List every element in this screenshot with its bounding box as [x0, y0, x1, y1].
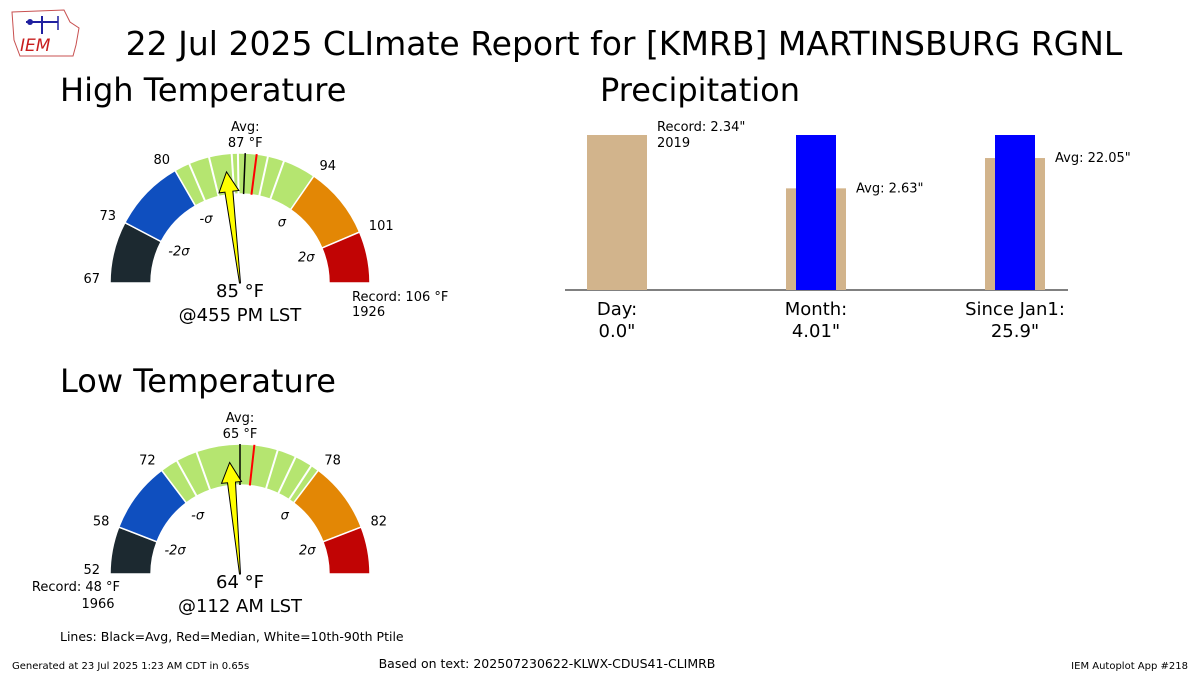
- precip-month-avg-label: Avg: 2.63": [856, 181, 924, 196]
- precip-category-value: 0.0": [599, 321, 636, 342]
- precip-category-label: Since Jan1:: [965, 299, 1065, 320]
- precip-category-value: 25.9": [991, 321, 1039, 342]
- precip-record-label: Record: 2.34": [657, 120, 745, 135]
- gauge-boundary-label: 78: [324, 453, 341, 468]
- gauge-segment: [320, 231, 371, 284]
- precip-obs-bar: [796, 135, 836, 290]
- high-temp-title: High Temperature: [60, 71, 346, 109]
- median-line: [250, 153, 258, 195]
- gauge-boundary-label: 80: [153, 153, 170, 168]
- iem-logo: IEM: [11, 9, 80, 57]
- observed-label: 85 °F: [216, 281, 264, 302]
- sigma-label: -2σ: [168, 244, 190, 259]
- precip-category-label: Day:: [597, 299, 637, 320]
- sigma-label: -σ: [200, 212, 214, 227]
- legend-note: Lines: Black=Avg, Red=Median, White=10th…: [60, 629, 404, 644]
- sigma-label: σ: [281, 508, 290, 523]
- report-title: 22 Jul 2025 CLImate Report for [KMRB] MA…: [126, 24, 1123, 63]
- observed-label: 64 °F: [216, 572, 264, 593]
- gauge-boundary-label: 82: [371, 514, 388, 529]
- avg-label: Avg:: [231, 120, 259, 135]
- precip-avg-bar: [587, 135, 647, 290]
- avg-value-label: 65 °F: [223, 427, 258, 442]
- percentile-line: [288, 464, 313, 501]
- gauge-boundary-label: 67: [83, 272, 100, 287]
- high-temp-gauge: 67 73 80 94 101 -2σ -σ σ 2σ Avg:87 °F 85 °F @455 PM…: [83, 120, 448, 326]
- iem-logo-text: IEM: [20, 36, 51, 56]
- gauge-needle: [218, 170, 242, 284]
- time-label: @455 PM LST: [179, 305, 303, 326]
- gauge-boundary-label: 72: [139, 453, 156, 468]
- time-label: @112 AM LST: [178, 596, 303, 617]
- record-label: Record: 106 °F: [352, 290, 448, 305]
- sigma-label: 2σ: [299, 544, 316, 559]
- based-on-note: Based on text: 202507230622-KLWX-CDUS41-…: [379, 656, 716, 671]
- gauge-boundary-label: 73: [99, 209, 116, 224]
- sigma-label: σ: [278, 215, 287, 230]
- avg-value-label: 87 °F: [228, 136, 263, 151]
- percentile-line: [277, 456, 297, 495]
- gauge-needle: [220, 461, 243, 575]
- percentile-line: [188, 163, 207, 202]
- gauge-boundary-label: 101: [369, 219, 394, 234]
- sigma-label: -2σ: [164, 544, 186, 559]
- percentile-line: [207, 156, 220, 197]
- average-line: [242, 153, 246, 195]
- percentile-line: [269, 160, 286, 200]
- record-year-label: 1966: [81, 597, 114, 612]
- precip-title: Precipitation: [600, 71, 800, 109]
- low-temp-title: Low Temperature: [60, 362, 336, 400]
- gauge-boundary-label: 94: [320, 159, 337, 174]
- median-line: [248, 444, 256, 486]
- precip-record-year: 2019: [657, 136, 690, 151]
- record-year-label: 1926: [352, 305, 385, 320]
- precip-obs-bar: [995, 135, 1035, 290]
- gauge-boundary-label: 58: [93, 514, 110, 529]
- percentile-line: [258, 155, 270, 197]
- precip-ytd-avg-label: Avg: 22.05": [1055, 151, 1131, 166]
- low-temp-gauge: 52 58 72 78 82 -2σ -σ σ 2σ Avg:65 °F 64 °F @112 AM …: [32, 411, 387, 617]
- percentile-line: [175, 459, 198, 497]
- percentile-line: [264, 449, 279, 490]
- precip-category-value: 4.01": [792, 321, 840, 342]
- avg-label: Avg:: [226, 411, 254, 426]
- record-label: Record: 48 °F: [32, 580, 120, 595]
- sigma-label: -σ: [191, 508, 205, 523]
- precip-chart: Day:0.0" Month:4.01" Since Jan1:25.9" Recor…: [565, 120, 1131, 342]
- percentile-line: [195, 451, 212, 491]
- percentile-line: [236, 153, 240, 195]
- app-note: IEM Autoplot App #218: [1071, 661, 1188, 672]
- generated-note: Generated at 23 Jul 2025 1:23 AM CDT in …: [12, 661, 249, 672]
- gauge-segment: [322, 526, 371, 575]
- precip-category-label: Month:: [785, 299, 847, 320]
- sigma-label: 2σ: [298, 250, 315, 265]
- gauge-boundary-label: 52: [83, 563, 100, 578]
